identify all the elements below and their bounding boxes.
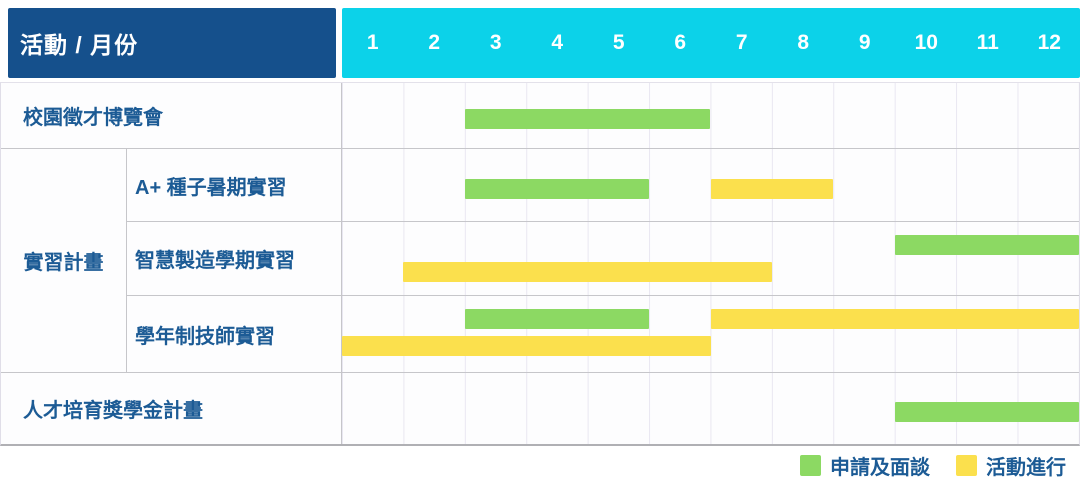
- chart-title-cell: 活動 / 月份: [8, 8, 336, 78]
- month-label-5: 5: [612, 31, 625, 54]
- month-label-2: 2: [428, 31, 441, 54]
- legend: 申請及面談 活動進行: [800, 451, 1066, 480]
- legend-item-active: 活動進行: [956, 451, 1066, 480]
- month-label-10: 10: [914, 31, 938, 54]
- row-chart-area: [341, 222, 1079, 295]
- gantt-row: 校園徵才博覽會: [1, 83, 1079, 149]
- gantt-bar-active: [403, 262, 772, 282]
- row-label: A+ 種子暑期實習: [127, 149, 341, 221]
- month-label-11: 11: [976, 31, 999, 54]
- row-chart-area: [341, 83, 1079, 148]
- gantt-body: 校園徵才博覽會 實習計畫 A+ 種子暑期實習 智慧製造學期實習 學年制技師實習 人才培育獎…: [0, 82, 1080, 446]
- month-label-1: 1: [366, 31, 379, 54]
- month-label-9: 9: [858, 31, 871, 54]
- group-sub-rows: A+ 種子暑期實習 智慧製造學期實習 學年制技師實習: [127, 149, 1079, 372]
- legend-swatch-apply: [800, 454, 821, 476]
- gantt-bar-apply: [464, 309, 650, 329]
- gantt-bar-apply: [894, 235, 1079, 255]
- row-chart-area: [341, 296, 1079, 372]
- row-label: 學年制技師實習: [127, 296, 341, 372]
- gantt-row: 人才培育獎學金計畫: [1, 373, 1079, 444]
- gantt-bar-active: [342, 336, 711, 356]
- month-label-12: 12: [1037, 31, 1061, 54]
- gantt-bar-apply: [464, 109, 711, 129]
- month-label-3: 3: [489, 31, 502, 54]
- gantt-bar-active: [710, 309, 1079, 329]
- legend-item-apply: 申請及面談: [800, 451, 930, 480]
- month-label-6: 6: [674, 31, 687, 54]
- gantt-row: A+ 種子暑期實習: [127, 149, 1079, 222]
- gantt-bar-active: [710, 179, 834, 199]
- row-label: 人才培育獎學金計畫: [1, 373, 341, 444]
- row-chart-area: [341, 373, 1079, 444]
- legend-swatch-active: [956, 454, 977, 476]
- chart-title: 活動 / 月份: [20, 32, 139, 58]
- row-group: 實習計畫 A+ 種子暑期實習 智慧製造學期實習 學年制技師實習: [1, 149, 1079, 373]
- row-label: 校園徵才博覽會: [1, 83, 341, 148]
- legend-label-active: 活動進行: [986, 456, 1066, 479]
- legend-label-apply: 申請及面談: [830, 456, 930, 479]
- gantt-row: 智慧製造學期實習: [127, 222, 1079, 296]
- month-label-4: 4: [551, 31, 564, 54]
- month-label-8: 8: [797, 31, 810, 54]
- gantt-row: 學年制技師實習: [127, 296, 1079, 372]
- gantt-bar-apply: [894, 402, 1079, 422]
- row-label: 智慧製造學期實習: [127, 222, 341, 295]
- month-label-7: 7: [735, 31, 748, 54]
- group-label: 實習計畫: [1, 149, 127, 372]
- month-header-row: 1 2 3 4 5 6 7 8 9 10 11 12: [342, 8, 1080, 78]
- row-chart-area: [341, 149, 1079, 221]
- gantt-bar-apply: [464, 179, 650, 199]
